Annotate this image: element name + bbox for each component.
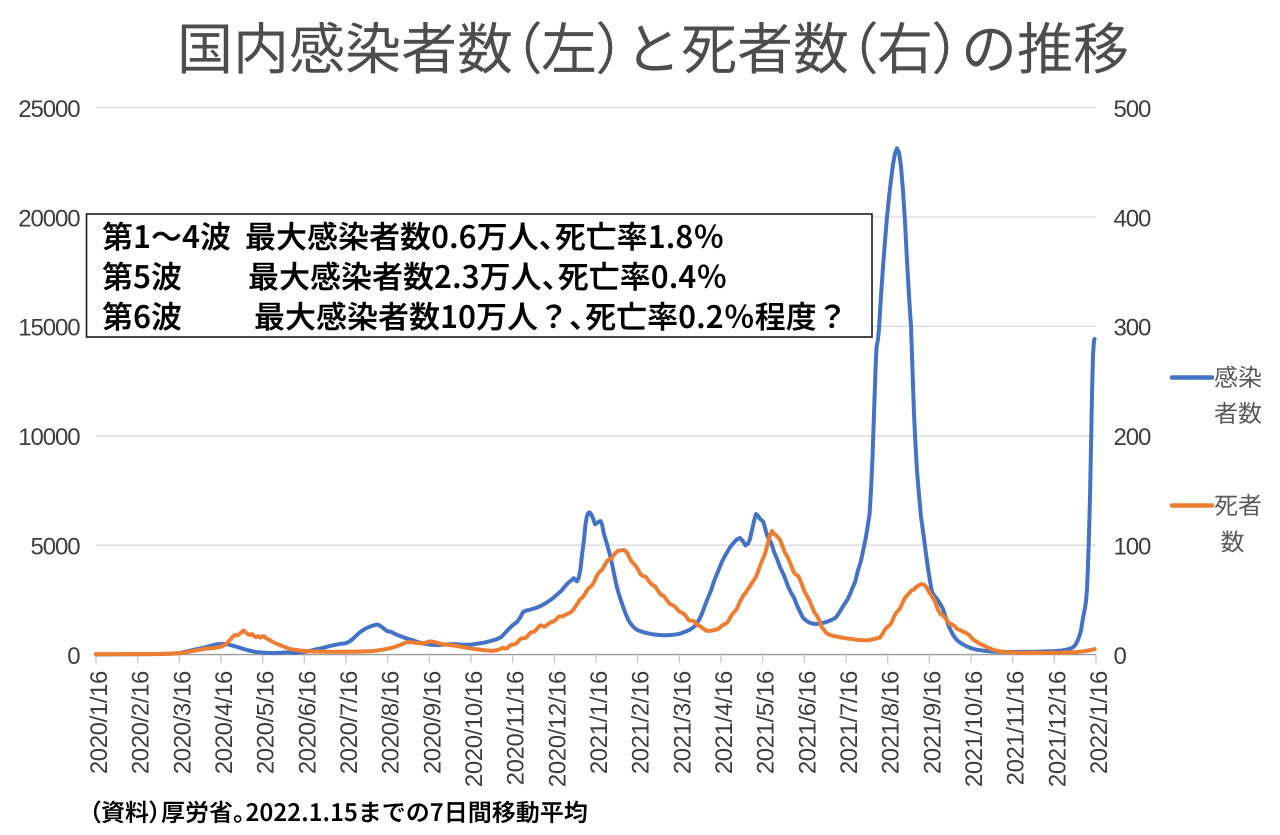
svg-text:10000: 10000 <box>18 424 80 451</box>
svg-text:5000: 5000 <box>31 534 81 561</box>
svg-text:2020/3/16: 2020/3/16 <box>169 671 196 774</box>
svg-text:100: 100 <box>1114 534 1151 561</box>
svg-text:2021/10/16: 2021/10/16 <box>961 671 988 787</box>
svg-text:2021/9/16: 2021/9/16 <box>919 671 946 774</box>
svg-text:2021/4/16: 2021/4/16 <box>711 671 738 774</box>
svg-text:2021/2/16: 2021/2/16 <box>628 671 655 774</box>
svg-text:2020/4/16: 2020/4/16 <box>211 671 238 774</box>
svg-text:2021/3/16: 2021/3/16 <box>669 671 696 774</box>
svg-text:200: 200 <box>1114 424 1151 451</box>
svg-text:2021/11/16: 2021/11/16 <box>1003 671 1030 785</box>
svg-text:2020/12/16: 2020/12/16 <box>544 671 571 787</box>
svg-text:300: 300 <box>1114 315 1151 342</box>
svg-text:0: 0 <box>67 643 80 670</box>
svg-text:2021/7/16: 2021/7/16 <box>836 671 863 774</box>
svg-text:2021/1/16: 2021/1/16 <box>586 671 613 774</box>
svg-text:2021/8/16: 2021/8/16 <box>878 671 905 774</box>
svg-text:15000: 15000 <box>18 315 80 342</box>
svg-text:400: 400 <box>1114 205 1151 232</box>
svg-text:2020/10/16: 2020/10/16 <box>461 671 488 787</box>
svg-text:2020/11/16: 2020/11/16 <box>503 671 530 785</box>
svg-text:2021/5/16: 2021/5/16 <box>753 671 780 774</box>
svg-text:2021/6/16: 2021/6/16 <box>794 671 821 774</box>
svg-text:2020/9/16: 2020/9/16 <box>419 671 446 774</box>
svg-text:2021/12/16: 2021/12/16 <box>1044 671 1071 787</box>
svg-text:0: 0 <box>1114 643 1127 670</box>
svg-text:500: 500 <box>1114 96 1151 123</box>
svg-text:2020/2/16: 2020/2/16 <box>128 671 155 774</box>
svg-text:2020/1/16: 2020/1/16 <box>86 671 113 774</box>
svg-text:2020/8/16: 2020/8/16 <box>378 671 405 774</box>
svg-text:2020/5/16: 2020/5/16 <box>253 671 280 774</box>
svg-text:2020/6/16: 2020/6/16 <box>294 671 321 774</box>
svg-text:2020/7/16: 2020/7/16 <box>336 671 363 774</box>
svg-text:20000: 20000 <box>18 205 80 232</box>
svg-text:2022/1/16: 2022/1/16 <box>1086 671 1113 774</box>
svg-text:25000: 25000 <box>18 96 80 123</box>
